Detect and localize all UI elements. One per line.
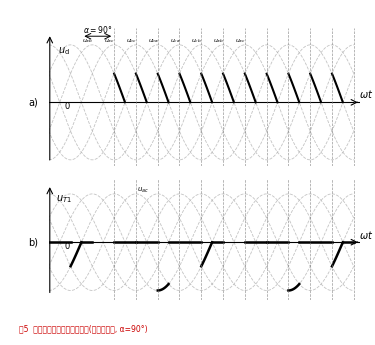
Text: 0: 0 [65, 102, 70, 111]
Text: $\omega t$: $\omega t$ [359, 88, 373, 100]
Text: $u_{ac}$: $u_{ac}$ [137, 186, 149, 195]
Text: 0: 0 [65, 242, 70, 251]
Text: $u_{T1}$: $u_{T1}$ [56, 193, 72, 205]
Text: $u_{ab}$: $u_{ab}$ [213, 37, 224, 45]
Text: $u_{ac}$: $u_{ac}$ [235, 37, 246, 45]
Text: $u_{cb}$: $u_{cb}$ [191, 37, 202, 45]
Text: $u_{ac}$: $u_{ac}$ [104, 37, 115, 45]
Text: $u_{ab}$: $u_{ab}$ [82, 37, 94, 45]
Text: 图5  三相桥式全控整流电路波形(电阻性负载, α=90°): 图5 三相桥式全控整流电路波形(电阻性负载, α=90°) [19, 324, 147, 333]
Text: $\omega t$: $\omega t$ [359, 229, 373, 241]
Text: $u_{ca}$: $u_{ca}$ [170, 37, 180, 45]
Text: b): b) [28, 237, 38, 247]
Text: a): a) [28, 97, 38, 107]
Text: $u_\mathrm{d}$: $u_\mathrm{d}$ [58, 46, 70, 57]
Text: $u_{ba}$: $u_{ba}$ [148, 37, 159, 45]
Text: $u_{bc}$: $u_{bc}$ [126, 37, 137, 45]
Text: $\alpha=90°$: $\alpha=90°$ [83, 24, 112, 35]
